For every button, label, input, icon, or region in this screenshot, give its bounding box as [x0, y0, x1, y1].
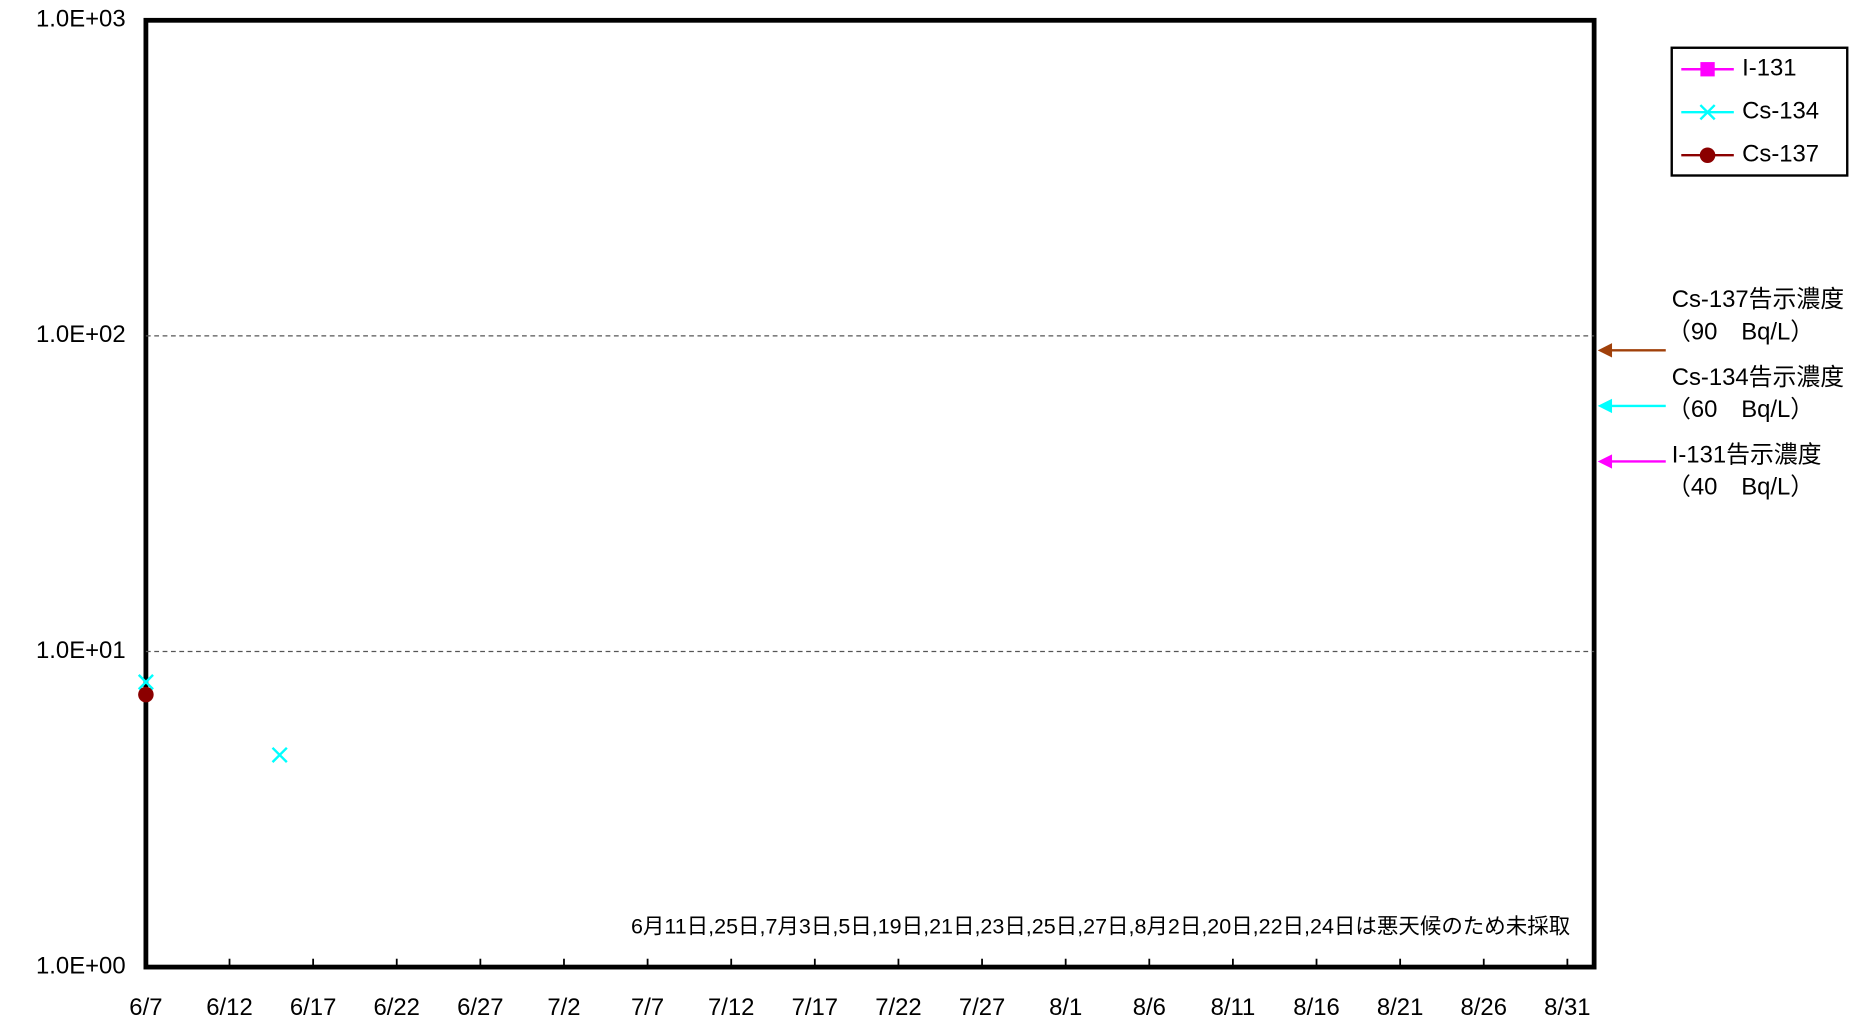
legend-label: Cs-137 — [1742, 141, 1819, 168]
marker — [137, 674, 154, 691]
legend-label: Cs-134 — [1742, 98, 1819, 125]
x-tick-label: 7/17 — [792, 994, 838, 1021]
x-tick-label: 6/12 — [206, 994, 252, 1021]
y-tick-label: 1.0E+03 — [36, 6, 126, 33]
x-tick-label: 8/16 — [1293, 994, 1339, 1021]
x-tick-label: 8/21 — [1377, 994, 1423, 1021]
x-tick-label: 8/1 — [1049, 994, 1082, 1021]
y-tick-label: 1.0E+00 — [36, 952, 126, 979]
limit-sublabel: （90 Bq/L） — [1667, 318, 1814, 345]
legend-marker — [1700, 62, 1715, 77]
x-tick-label: 8/11 — [1211, 994, 1256, 1021]
limit-arrowhead — [1597, 398, 1613, 414]
limit-label: Cs-134告示濃度 — [1672, 364, 1844, 391]
limit-sublabel: （60 Bq/L） — [1667, 396, 1814, 423]
limit-sublabel: （40 Bq/L） — [1667, 474, 1814, 501]
x-tick-label: 6/7 — [129, 994, 162, 1021]
x-tick-label: 7/2 — [547, 994, 580, 1021]
y-tick-label: 1.0E+02 — [36, 321, 126, 348]
x-tick-label: 7/7 — [631, 994, 664, 1021]
limit-arrowhead — [1597, 454, 1613, 469]
x-tick-label: 7/12 — [708, 994, 754, 1021]
limit-label: Cs-137告示濃度 — [1672, 286, 1844, 313]
marker — [271, 746, 288, 763]
y-tick-label: 1.0E+01 — [36, 637, 126, 664]
legend-marker — [1699, 104, 1716, 121]
limit-label: I-131告示濃度 — [1672, 441, 1822, 468]
x-tick-label: 8/26 — [1461, 994, 1507, 1021]
limit-arrowhead — [1597, 343, 1613, 358]
plot-frame — [143, 17, 1597, 970]
x-tick-label: 7/22 — [875, 994, 921, 1021]
x-tick-label: 8/31 — [1544, 994, 1590, 1021]
annotation: 6月11日,25日,7月3日,5日,19日,21日,23日,25日,27日,8月… — [631, 914, 1570, 938]
legend-label: I-131 — [1742, 55, 1796, 82]
x-tick-label: 6/22 — [374, 994, 420, 1021]
marker — [138, 686, 154, 703]
legend-marker — [1699, 147, 1716, 163]
x-tick-label: 6/27 — [457, 994, 503, 1021]
x-tick-label: 6/17 — [290, 994, 336, 1021]
x-tick-label: 7/27 — [959, 994, 1005, 1021]
x-tick-label: 8/6 — [1133, 994, 1166, 1021]
